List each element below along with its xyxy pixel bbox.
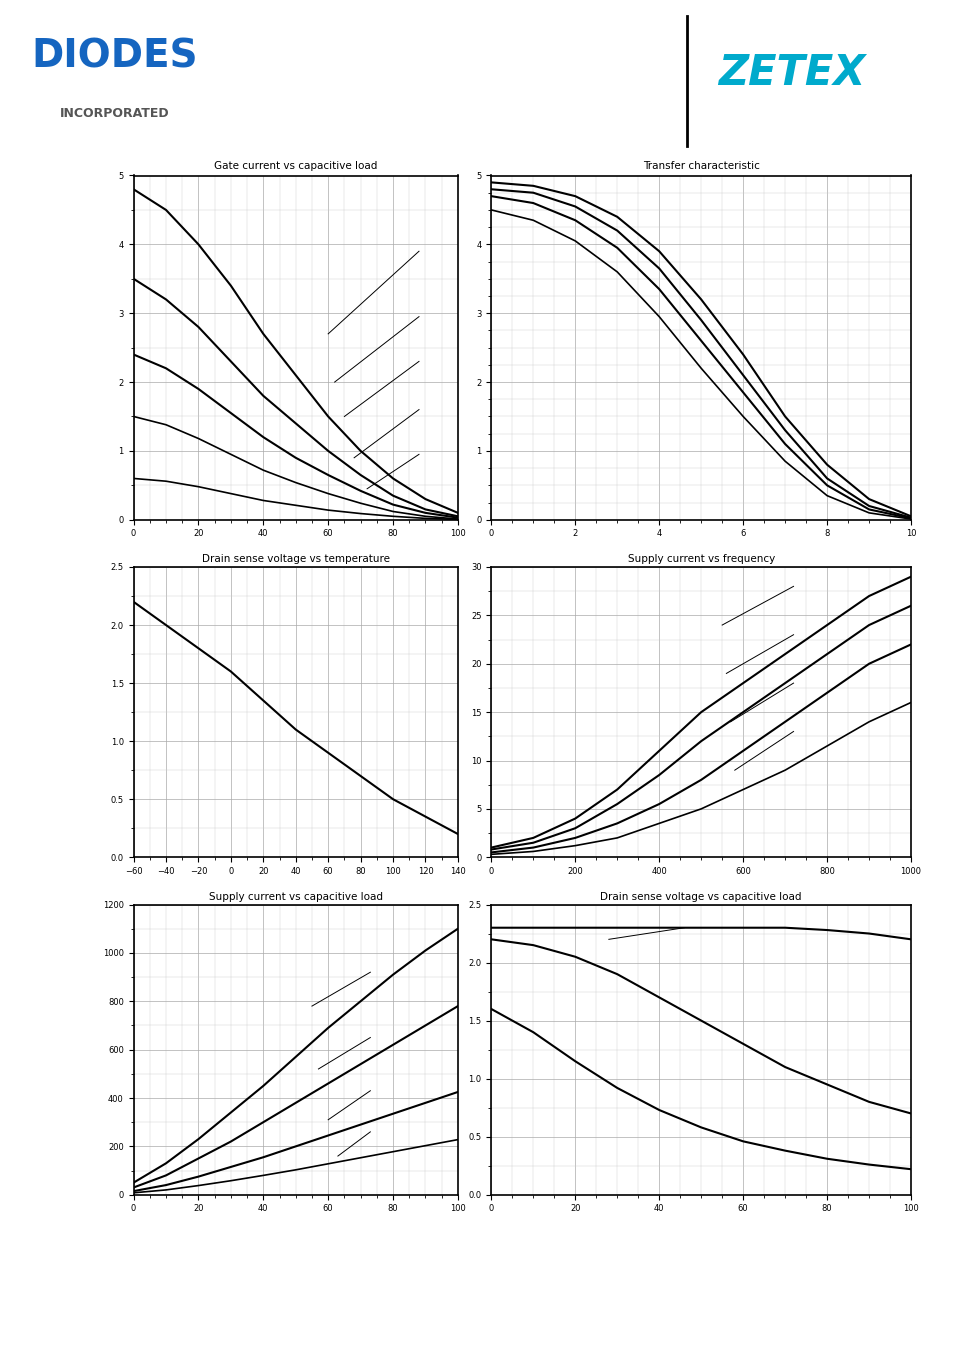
Text: ZETEX: ZETEX <box>718 51 864 94</box>
Text: Drain sense voltage vs capacitive load: Drain sense voltage vs capacitive load <box>599 892 801 902</box>
Text: Transfer characteristic: Transfer characteristic <box>642 162 759 171</box>
Text: Supply current vs frequency: Supply current vs frequency <box>627 555 774 564</box>
Text: Supply current vs capacitive load: Supply current vs capacitive load <box>209 892 382 902</box>
Text: Gate current vs capacitive load: Gate current vs capacitive load <box>213 162 377 171</box>
Text: DIODES: DIODES <box>31 38 197 76</box>
Text: INCORPORATED: INCORPORATED <box>60 107 169 120</box>
Text: Drain sense voltage vs temperature: Drain sense voltage vs temperature <box>201 555 390 564</box>
